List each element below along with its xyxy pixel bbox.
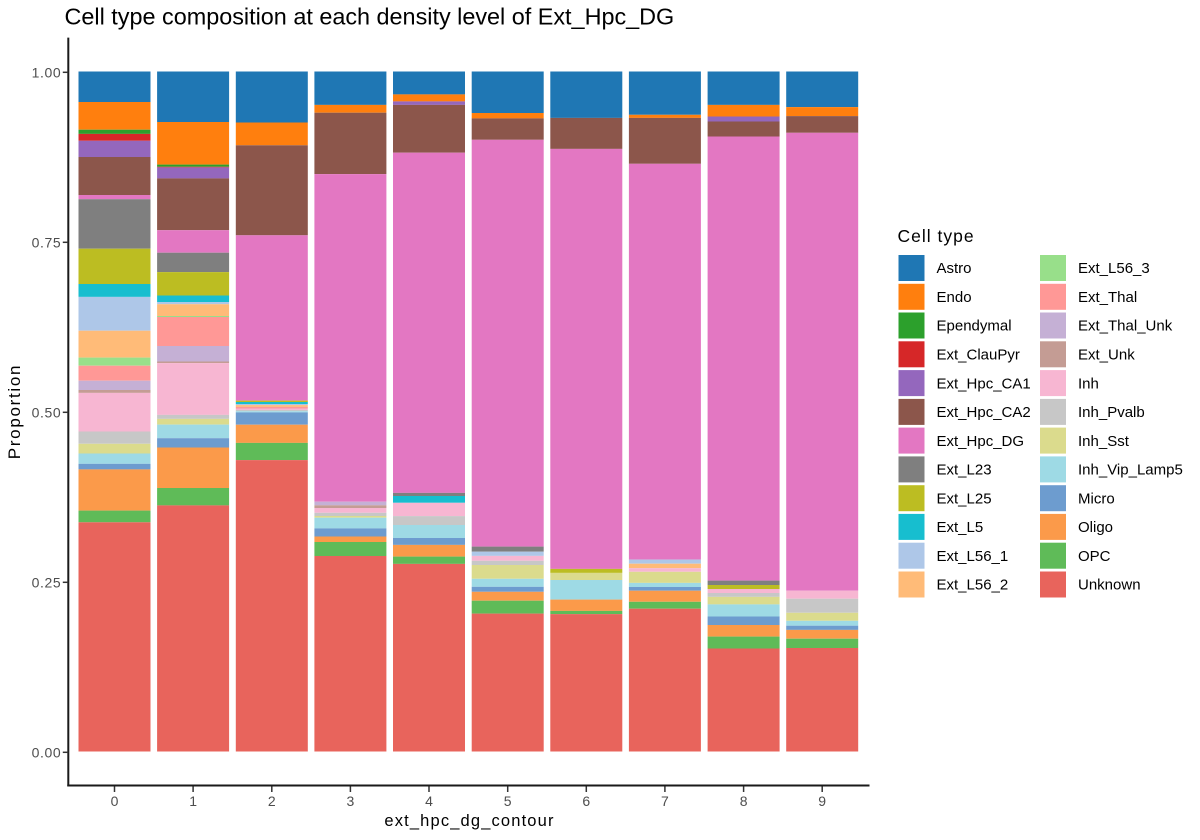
svg-text:Ext_L56_3: Ext_L56_3 bbox=[1078, 260, 1150, 277]
svg-text:Inh_Pvalb: Inh_Pvalb bbox=[1078, 404, 1145, 421]
svg-text:Ext_L5: Ext_L5 bbox=[937, 519, 984, 536]
svg-text:Ext_Hpc_CA2: Ext_Hpc_CA2 bbox=[937, 404, 1031, 421]
svg-text:Cell type composition at each: Cell type composition at each density le… bbox=[65, 4, 675, 30]
svg-text:Ext_Hpc_CA1: Ext_Hpc_CA1 bbox=[937, 375, 1031, 392]
svg-text:Ext_L56_2: Ext_L56_2 bbox=[937, 577, 1009, 594]
svg-text:Ependymal: Ependymal bbox=[937, 318, 1012, 335]
svg-text:4: 4 bbox=[425, 793, 433, 809]
svg-text:ext_hpc_dg_contour: ext_hpc_dg_contour bbox=[384, 812, 554, 830]
svg-text:Ext_ClauPyr: Ext_ClauPyr bbox=[937, 347, 1020, 364]
svg-text:0.50: 0.50 bbox=[32, 405, 62, 421]
svg-text:6: 6 bbox=[582, 793, 590, 809]
svg-text:Ext_L56_1: Ext_L56_1 bbox=[937, 548, 1009, 565]
svg-text:Inh_Vip_Lamp5: Inh_Vip_Lamp5 bbox=[1078, 462, 1183, 479]
svg-text:Inh_Sst: Inh_Sst bbox=[1078, 433, 1130, 450]
svg-text:Proportion: Proportion bbox=[5, 364, 24, 459]
svg-text:Ext_Thal: Ext_Thal bbox=[1078, 289, 1137, 306]
svg-text:0: 0 bbox=[111, 793, 119, 809]
svg-text:Ext_Unk: Ext_Unk bbox=[1078, 347, 1135, 364]
svg-text:1.00: 1.00 bbox=[32, 65, 62, 81]
svg-text:3: 3 bbox=[347, 793, 355, 809]
svg-text:9: 9 bbox=[818, 793, 826, 809]
svg-text:Ext_Thal_Unk: Ext_Thal_Unk bbox=[1078, 318, 1173, 335]
svg-text:0.00: 0.00 bbox=[32, 745, 62, 761]
svg-text:7: 7 bbox=[661, 793, 669, 809]
svg-text:1: 1 bbox=[189, 793, 197, 809]
svg-text:OPC: OPC bbox=[1078, 548, 1111, 565]
svg-text:Ext_L25: Ext_L25 bbox=[937, 490, 992, 507]
svg-text:8: 8 bbox=[740, 793, 748, 809]
svg-text:Ext_Hpc_DG: Ext_Hpc_DG bbox=[937, 433, 1025, 450]
svg-text:Oligo: Oligo bbox=[1078, 519, 1113, 536]
svg-text:Unknown: Unknown bbox=[1078, 577, 1141, 594]
svg-text:Endo: Endo bbox=[937, 289, 972, 306]
svg-text:Astro: Astro bbox=[937, 260, 972, 277]
svg-text:Ext_L23: Ext_L23 bbox=[937, 462, 992, 479]
svg-text:0.25: 0.25 bbox=[32, 575, 62, 591]
svg-text:Inh: Inh bbox=[1078, 375, 1099, 392]
svg-text:2: 2 bbox=[268, 793, 276, 809]
svg-text:5: 5 bbox=[504, 793, 512, 809]
svg-text:0.75: 0.75 bbox=[32, 235, 62, 251]
svg-text:Cell type: Cell type bbox=[898, 226, 975, 246]
svg-text:Micro: Micro bbox=[1078, 490, 1115, 507]
